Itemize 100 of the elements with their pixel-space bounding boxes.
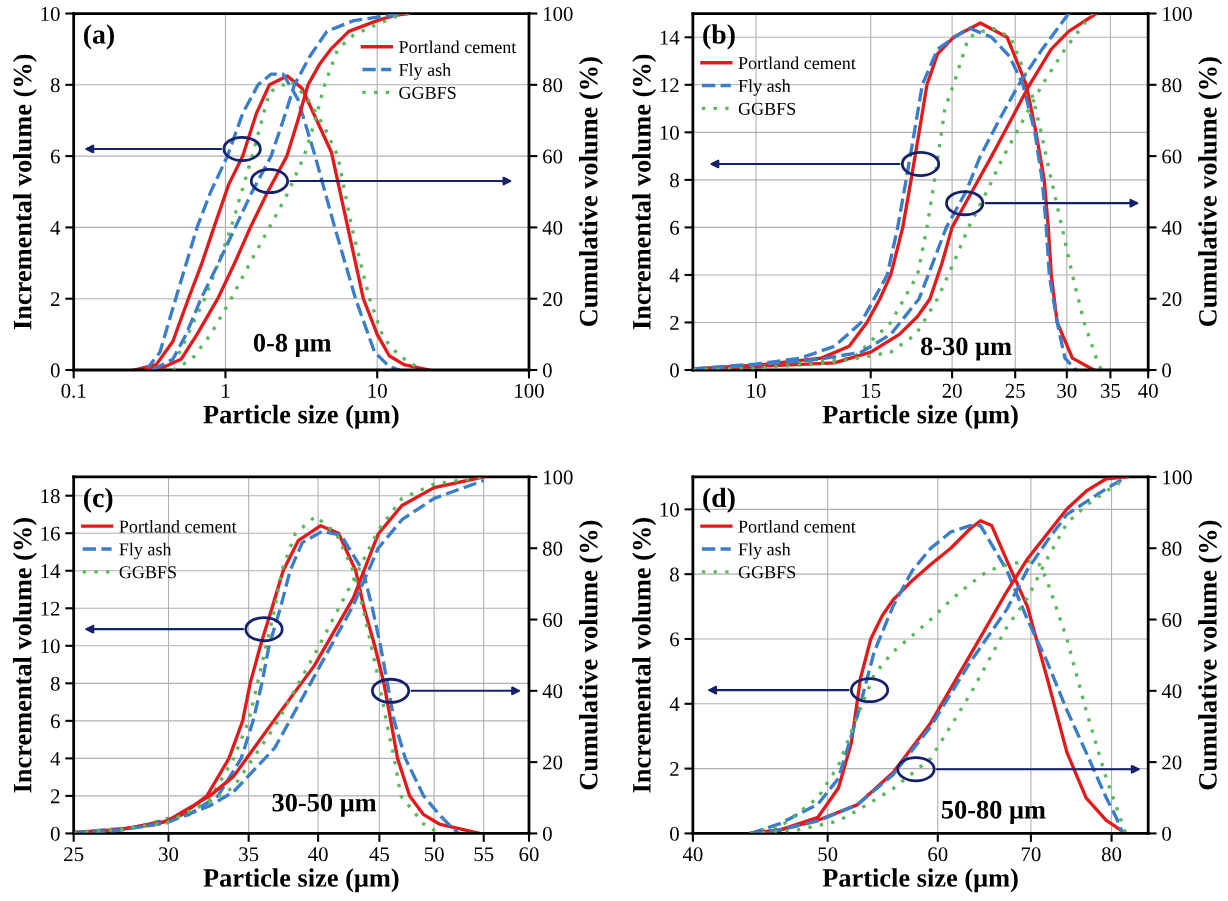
legend-label: Portland cement bbox=[119, 519, 237, 533]
legend-label: Fly ash bbox=[399, 63, 451, 80]
x-tick-label: 40 bbox=[682, 847, 703, 862]
y2-tick-label: 80 bbox=[1162, 78, 1182, 93]
y-tick-label: 4 bbox=[669, 268, 680, 283]
legend-label: GGBFS bbox=[738, 102, 796, 115]
chart-title: (a) bbox=[84, 24, 114, 50]
x-tick-label: 55 bbox=[474, 847, 494, 862]
y-tick-label: 10 bbox=[41, 639, 60, 654]
y-tick-label: 8 bbox=[670, 173, 679, 188]
legend-label: Fly ash bbox=[119, 542, 172, 560]
y2-axis-title: Cumulative volume (%) bbox=[578, 520, 603, 790]
x-tick-label: 25 bbox=[1005, 383, 1025, 398]
x-tick-label: 25 bbox=[64, 847, 84, 862]
y-tick-label: 12 bbox=[660, 78, 679, 93]
y-tick-label: 8 bbox=[50, 676, 60, 691]
y2-tick-label: 100 bbox=[1163, 6, 1192, 21]
y-tick-label: 2 bbox=[670, 315, 679, 330]
y2-tick-label: 100 bbox=[544, 470, 573, 485]
x-tick-label: 10 bbox=[747, 383, 766, 398]
y-tick-label: 10 bbox=[660, 125, 679, 140]
x-tick-label: 35 bbox=[239, 847, 259, 862]
y-tick-label: 2 bbox=[50, 789, 60, 804]
x-tick-label: 45 bbox=[369, 847, 389, 862]
y-tick-label: 0 bbox=[50, 826, 60, 841]
y-tick-label: 14 bbox=[41, 564, 61, 578]
chart-title: (c) bbox=[84, 487, 113, 513]
y-tick-label: 14 bbox=[660, 30, 680, 45]
y-tick-label: 8 bbox=[50, 78, 60, 93]
y2-axis-title: Cumulative volume (%) bbox=[1198, 57, 1223, 327]
y-tick-label: 4 bbox=[669, 697, 680, 712]
x-axis-title: Particle size (μm) bbox=[822, 868, 1018, 893]
legend-label: Portland cement bbox=[738, 519, 856, 533]
x-tick-label: 80 bbox=[1101, 847, 1122, 862]
y-tick-label: 10 bbox=[41, 6, 60, 21]
y-tick-label: 0 bbox=[670, 363, 679, 378]
y2-tick-label: 20 bbox=[543, 755, 563, 770]
annotation: 0-8 μm bbox=[253, 333, 332, 358]
y-tick-label: 8 bbox=[670, 567, 679, 582]
x-tick-label: 50 bbox=[424, 847, 444, 862]
legend-label: GGBFS bbox=[399, 86, 456, 99]
y-axis-title: Incremental volume (%) bbox=[12, 518, 37, 793]
y-tick-label: 12 bbox=[41, 601, 60, 616]
y-tick-label: 6 bbox=[50, 149, 60, 164]
y-tick-label: 16 bbox=[41, 526, 60, 541]
y2-tick-label: 80 bbox=[1162, 541, 1182, 556]
annotation: 50-80 μm bbox=[941, 800, 1046, 824]
y2-tick-label: 20 bbox=[1162, 755, 1182, 770]
y-tick-label: 4 bbox=[50, 220, 61, 235]
y-axis-title: Incremental volume (%) bbox=[632, 518, 657, 793]
x-tick-label: 20 bbox=[942, 383, 962, 398]
y-tick-label: 10 bbox=[660, 502, 679, 517]
y2-tick-label: 80 bbox=[542, 541, 563, 556]
x-tick-label: 40 bbox=[1138, 383, 1158, 398]
x-axis-title: Particle size (μm) bbox=[822, 404, 1018, 429]
y2-tick-label: 60 bbox=[543, 149, 563, 164]
y2-tick-label: 40 bbox=[542, 220, 563, 235]
x-tick-label: 50 bbox=[818, 847, 838, 862]
y2-tick-label: 60 bbox=[1162, 612, 1182, 627]
y2-tick-label: 20 bbox=[543, 292, 563, 307]
legend-label: Portland cement bbox=[399, 40, 517, 54]
y2-tick-label: 20 bbox=[1162, 292, 1182, 307]
x-tick-label: 0.1 bbox=[61, 383, 86, 398]
x-tick-label: 10 bbox=[368, 383, 387, 398]
legend-label: GGBFS bbox=[738, 566, 796, 579]
legend-label: GGBFS bbox=[119, 566, 176, 579]
x-tick-label: 30 bbox=[1057, 383, 1077, 398]
y-axis-title: Incremental volume (%) bbox=[632, 54, 657, 330]
y2-tick-label: 60 bbox=[543, 612, 563, 627]
legend-label: Fly ash bbox=[738, 542, 791, 560]
y-tick-label: 6 bbox=[670, 632, 680, 647]
x-tick-label: 100 bbox=[515, 383, 544, 398]
y2-tick-label: 100 bbox=[544, 6, 573, 21]
y-tick-label: 18 bbox=[41, 489, 60, 504]
y2-tick-label: 0 bbox=[542, 826, 552, 841]
y2-axis-title: Cumulative volume (%) bbox=[1198, 520, 1223, 790]
y2-tick-label: 0 bbox=[1162, 826, 1171, 841]
y-tick-label: 2 bbox=[50, 292, 60, 306]
y-tick-label: 6 bbox=[670, 220, 680, 235]
y2-tick-label: 60 bbox=[1162, 149, 1182, 164]
x-tick-label: 1 bbox=[222, 383, 230, 398]
x-tick-label: 30 bbox=[159, 847, 179, 862]
y2-tick-label: 0 bbox=[1162, 363, 1171, 378]
x-tick-label: 60 bbox=[519, 847, 539, 862]
x-tick-label: 15 bbox=[862, 383, 881, 398]
x-axis-title: Particle size (μm) bbox=[203, 868, 399, 893]
y-tick-label: 0 bbox=[50, 363, 60, 378]
y2-tick-label: 0 bbox=[542, 363, 552, 378]
y-tick-label: 6 bbox=[50, 714, 60, 729]
chart-title: (d) bbox=[703, 487, 735, 513]
chart-title: (b) bbox=[703, 24, 735, 50]
y2-tick-label: 80 bbox=[542, 78, 563, 93]
y2-tick-label: 100 bbox=[1163, 470, 1192, 485]
x-tick-label: 60 bbox=[928, 847, 948, 862]
annotation: 8-30 μm bbox=[920, 337, 1012, 361]
y-tick-label: 4 bbox=[50, 751, 61, 766]
x-tick-label: 70 bbox=[1021, 847, 1041, 862]
x-axis-title: Particle size (μm) bbox=[203, 404, 399, 429]
y-tick-label: 2 bbox=[670, 762, 679, 776]
y2-tick-label: 40 bbox=[1161, 684, 1182, 699]
